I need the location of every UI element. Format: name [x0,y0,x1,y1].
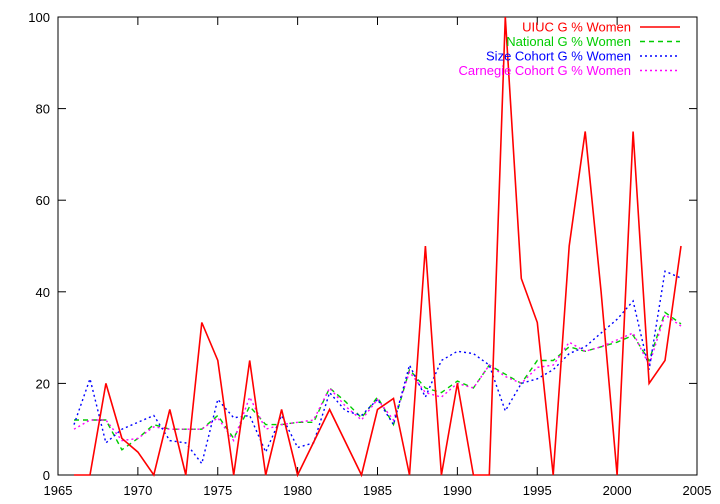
x-tick-label: 1990 [443,483,472,498]
x-tick-label: 1985 [363,483,392,498]
x-tick-label: 2000 [603,483,632,498]
y-tick-label: 0 [43,468,50,483]
series-line-3 [73,313,682,443]
x-tick-label: 1995 [523,483,552,498]
axis-ticks [57,16,698,476]
y-tick-label: 80 [36,102,50,117]
y-tick-label: 40 [36,285,50,300]
x-tick-label: 1970 [123,483,152,498]
y-tick-label: 20 [36,376,50,391]
y-axis-tick-labels: 0 20 40 60 80 100 [28,10,50,483]
plot-frame [57,16,698,476]
x-axis-tick-labels: 1965 1970 1975 1980 1985 1990 1995 2000 2005 [44,483,712,498]
x-tick-label: 1965 [44,483,73,498]
series-lines [73,16,682,478]
legend-label-0: UIUC G % Women [522,20,631,35]
x-tick-label: 1980 [283,483,312,498]
series-line-0 [74,16,682,478]
y-tick-label: 60 [36,193,50,208]
y-tick-label: 100 [28,10,50,25]
x-tick-label: 1975 [203,483,232,498]
legend-label-3: Carnegie Cohort G % Women [459,63,631,78]
series-line-2 [73,270,682,466]
legend-label-2: Size Cohort G % Women [486,49,631,64]
legend-label-1: National G % Women [506,34,631,49]
x-tick-label: 2005 [683,483,712,498]
